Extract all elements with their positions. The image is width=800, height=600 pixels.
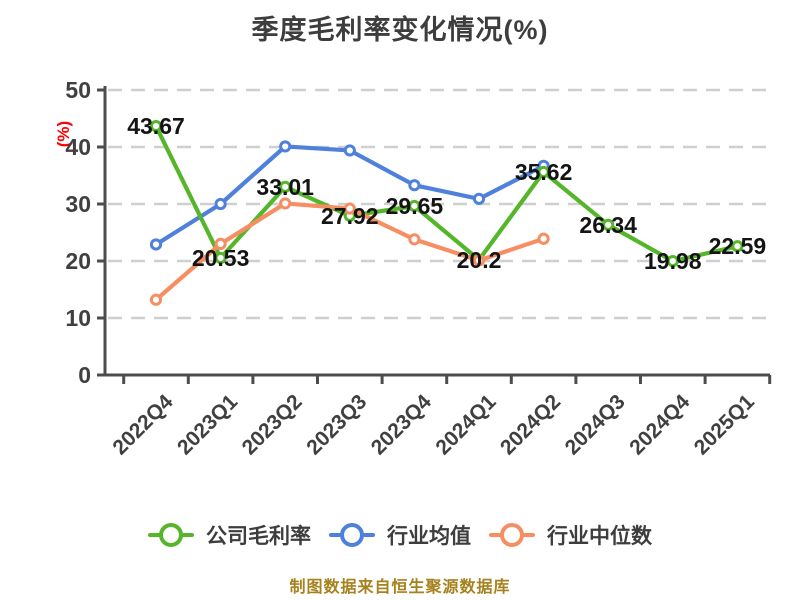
- marker-industry-median: [408, 233, 421, 246]
- series-line-industry-avg: [153, 144, 546, 247]
- value-label: 20.53: [192, 245, 250, 271]
- value-label: 29.65: [386, 193, 444, 219]
- x-category-label: 2025Q1: [690, 390, 759, 459]
- marker-company: [666, 255, 679, 268]
- value-label: 43.67: [127, 113, 185, 139]
- x-category-label: 2024Q3: [561, 390, 630, 459]
- y-tick-label: 0: [78, 362, 91, 388]
- marker-industry-avg: [279, 140, 292, 153]
- marker-company: [731, 240, 744, 253]
- x-category-label: 2024Q2: [496, 390, 565, 459]
- x-category-label: 2024Q4: [625, 390, 694, 459]
- marker-industry-avg: [214, 197, 227, 211]
- marker-industry-median: [472, 254, 486, 267]
- x-category-label: 2023Q3: [302, 390, 371, 459]
- legend-label-industry-avg: 行业均值: [387, 525, 471, 548]
- marker-industry-avg: [149, 238, 163, 251]
- marker-company: [149, 119, 163, 133]
- legend-label-industry-median: 行业中位数: [547, 525, 652, 548]
- marker-company: [279, 180, 292, 193]
- chart-title: 季度毛利率变化情况(%): [251, 15, 549, 45]
- marker-industry-median: [279, 197, 292, 210]
- value-label: 26.34: [579, 212, 637, 238]
- x-category-label: 2023Q1: [173, 390, 242, 459]
- x-category-label: 2024Q1: [431, 390, 500, 459]
- x-category-label: 2023Q4: [367, 390, 436, 459]
- industry-median-series-marker-icon: [489, 523, 535, 547]
- value-label: 22.59: [709, 233, 767, 259]
- legend-label-company: 公司毛利率: [206, 525, 311, 548]
- marker-industry-avg: [343, 144, 356, 157]
- y-tick-label: 20: [65, 248, 91, 274]
- y-tick-label: 40: [65, 134, 91, 160]
- industry-avg-series-marker-icon: [329, 523, 375, 547]
- marker-industry-median: [149, 293, 163, 306]
- marker-industry-median: [537, 232, 550, 245]
- company-series-marker-icon: [148, 523, 194, 547]
- marker-industry-avg: [472, 192, 486, 205]
- value-label: 20.2: [457, 247, 502, 273]
- marker-company: [537, 165, 550, 179]
- marker-company: [602, 218, 615, 231]
- marker-company: [214, 251, 227, 265]
- y-tick-label: 50: [65, 77, 91, 103]
- legend-item-industry-median[interactable]: 行业中位数: [489, 520, 652, 550]
- plot-canvas: 0 10 20 30 40 50 2022Q42023Q12023Q22023Q32023Q…: [65, 77, 772, 459]
- legend-item-industry-avg[interactable]: 行业均值: [329, 520, 471, 550]
- x-category-label: 2022Q4: [108, 390, 177, 459]
- value-label: 27.92: [321, 203, 379, 229]
- x-category-label: 2023Q2: [238, 390, 307, 459]
- chart-legend: 公司毛利率 行业均值 行业中位数: [0, 520, 800, 550]
- y-tick-label: 10: [65, 305, 91, 331]
- value-label: 33.01: [256, 174, 314, 200]
- value-label: 35.62: [515, 159, 573, 185]
- data-source-note: 制图数据来自恒生聚源数据库: [289, 579, 511, 596]
- y-tick-label: 30: [65, 191, 91, 217]
- marker-industry-median: [214, 237, 227, 250]
- marker-industry-median: [343, 202, 356, 215]
- axis-lines: [103, 86, 770, 377]
- marker-industry-avg: [408, 179, 421, 192]
- marker-company: [408, 199, 421, 213]
- value-label: 19.98: [644, 248, 702, 274]
- legend-item-company[interactable]: 公司毛利率: [148, 520, 311, 550]
